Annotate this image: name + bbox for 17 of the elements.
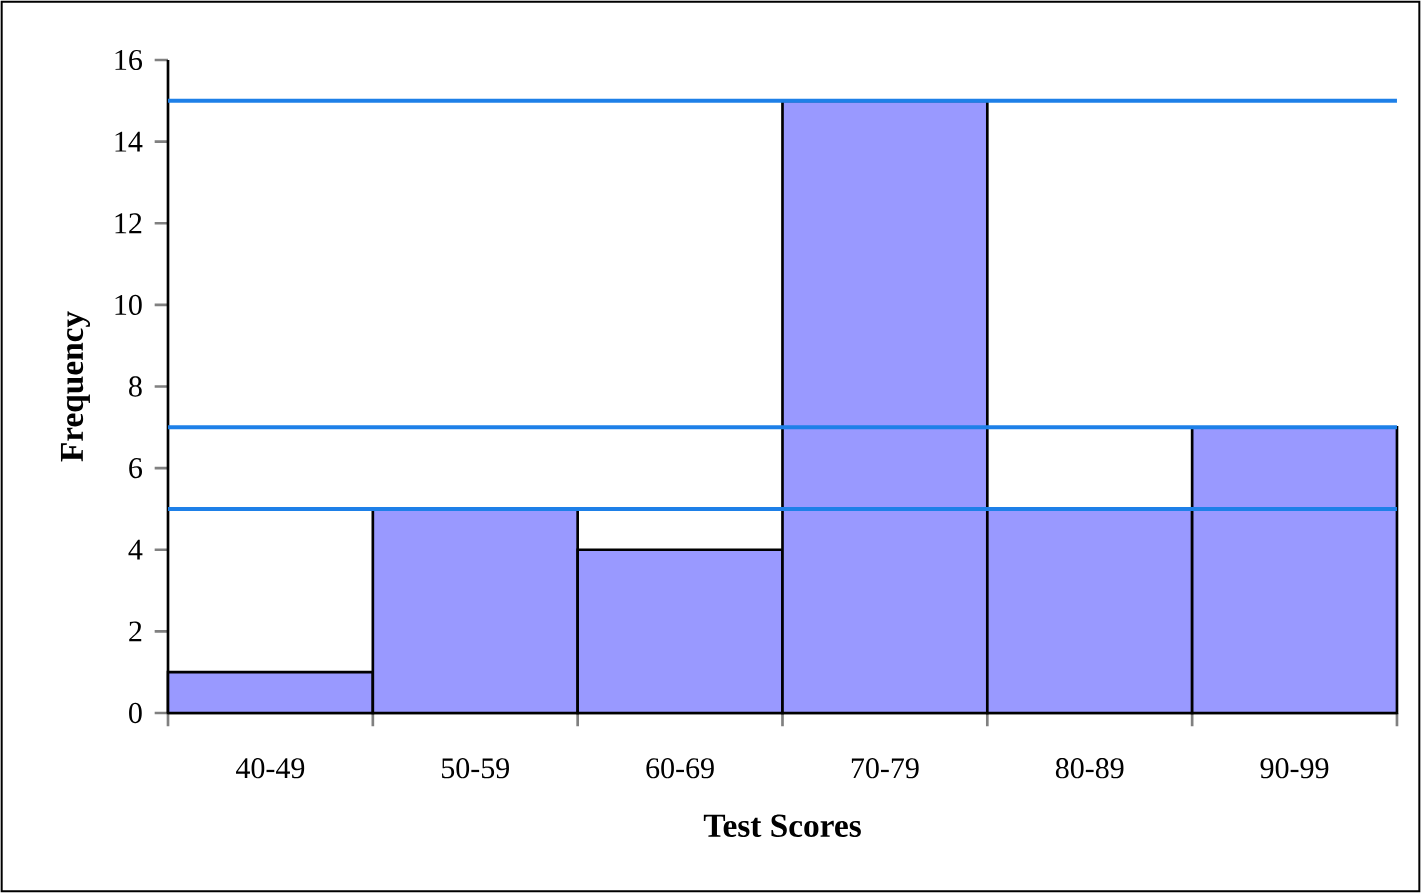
y-tick-label: 12 <box>115 213 142 234</box>
y-axis-title: Frequency <box>60 311 91 462</box>
x-tick-label: 50-59 <box>441 758 509 779</box>
y-tick-label: 0 <box>129 702 142 724</box>
y-tick-label: 2 <box>129 621 142 642</box>
y-tick-label: 10 <box>115 294 142 316</box>
x-tick-label: 60-69 <box>646 758 714 779</box>
x-axis-title: Test Scores <box>703 814 861 837</box>
x-tick-label: 40-49 <box>236 758 305 779</box>
y-tick-label: 16 <box>115 49 143 71</box>
x-tick-label: 90-99 <box>1260 758 1329 779</box>
y-tick-label: 8 <box>129 376 142 397</box>
x-tick-label: 70-79 <box>851 758 919 779</box>
y-tick-label: 14 <box>115 131 143 152</box>
x-tick-label: 80-89 <box>1055 758 1124 779</box>
y-tick-label: 6 <box>129 458 143 479</box>
y-tick-label: 4 <box>128 539 143 560</box>
